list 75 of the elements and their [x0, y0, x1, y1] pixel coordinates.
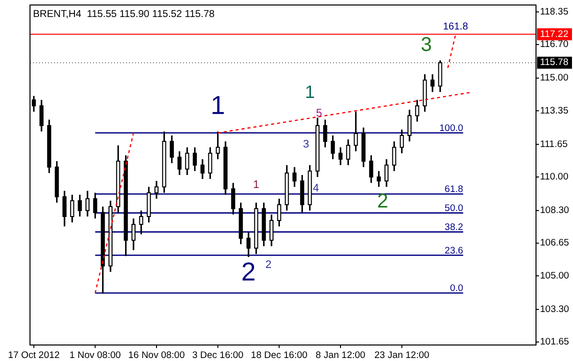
candlestick [154, 180, 159, 200]
candlestick [177, 150, 182, 176]
annotation: 2 [241, 256, 256, 286]
x-tick-label: 17 Oct 2012 [8, 350, 60, 361]
annotation: 4 [312, 182, 320, 195]
annotation: 38.2 [444, 222, 464, 233]
y-tick-label: 115.00 [540, 72, 568, 84]
candlestick [139, 210, 144, 236]
annotation: 23.6 [444, 245, 464, 256]
annotation: 61.8 [444, 184, 464, 195]
annotation: 100.0 [439, 122, 464, 134]
candlestick [231, 182, 236, 216]
y-tick-label: 111.65 [540, 138, 568, 150]
candlestick [39, 99, 44, 132]
y-tick-label: 101.65 [540, 336, 570, 348]
y-tick-label: 105.00 [540, 270, 570, 282]
candlestick [93, 192, 98, 220]
annotation: 0.0 [450, 283, 464, 294]
y-tick-label: 116.70 [540, 39, 568, 50]
candlestick [376, 170, 381, 188]
chart-title: BRENT,H4 115.55 115.90 115.52 115.78 [33, 9, 216, 20]
candlestick [185, 146, 190, 176]
annotation: 50.0 [444, 202, 464, 214]
annotation: 161.8 [442, 22, 468, 33]
candlestick [369, 154, 374, 184]
candlestick [200, 158, 205, 180]
x-tick-label: 23 Jan 12:00 [374, 350, 430, 361]
candlestick [438, 60, 442, 93]
candlestick [430, 73, 435, 93]
x-tick-label: 1 Nov 08:00 [70, 350, 121, 361]
y-tick-label: 103.30 [540, 304, 570, 315]
candlestick [78, 194, 82, 218]
candlestick [354, 110, 358, 152]
y-tick-label: 106.65 [540, 238, 570, 249]
candlestick [246, 232, 251, 258]
annotation: 5 [316, 108, 322, 120]
candlestick [330, 134, 335, 160]
annotation: 1 [253, 179, 260, 192]
candlestick [216, 130, 220, 160]
x-tick-label: 18 Dec 16:00 [250, 350, 308, 361]
candlestick [146, 186, 151, 224]
y-tick-label: 113.35 [540, 105, 568, 116]
candlestick [384, 158, 389, 188]
candlestick [407, 109, 412, 142]
candlestick [269, 214, 274, 247]
candlestick [85, 190, 90, 218]
x-tick-label: 3 Dec 16:00 [192, 350, 244, 361]
ref-line-label: 115.78 [540, 57, 568, 68]
candlestick [277, 198, 282, 228]
annotation: 1 [210, 90, 226, 120]
candlestick [415, 99, 420, 122]
y-tick-label: 110.00 [540, 171, 568, 182]
annotation: 1 [304, 82, 315, 102]
candlestick [292, 166, 297, 188]
annotation: 3 [302, 138, 310, 150]
candlestick [70, 194, 74, 224]
y-tick-label: 118.35 [540, 6, 568, 18]
candlestick [323, 118, 328, 148]
x-tick-label: 16 Nov 08:00 [128, 350, 185, 361]
ref-line-label: 117.22 [540, 28, 568, 40]
candlestick [346, 138, 350, 166]
x-tick-label: 8 Jan 12:00 [316, 350, 366, 361]
annotation: 2 [265, 259, 272, 272]
candlestick [192, 146, 197, 172]
candlestick [400, 128, 404, 154]
candlestick [300, 174, 304, 214]
annotation: 2 [377, 190, 388, 212]
candlestick [392, 140, 396, 172]
annotation: 3 [420, 34, 432, 56]
y-tick-label: 108.30 [540, 205, 570, 216]
candlestick [338, 146, 343, 166]
candlestick [170, 134, 174, 164]
candlestick [208, 146, 212, 180]
candlestick [131, 218, 136, 251]
candlestick [62, 190, 67, 228]
